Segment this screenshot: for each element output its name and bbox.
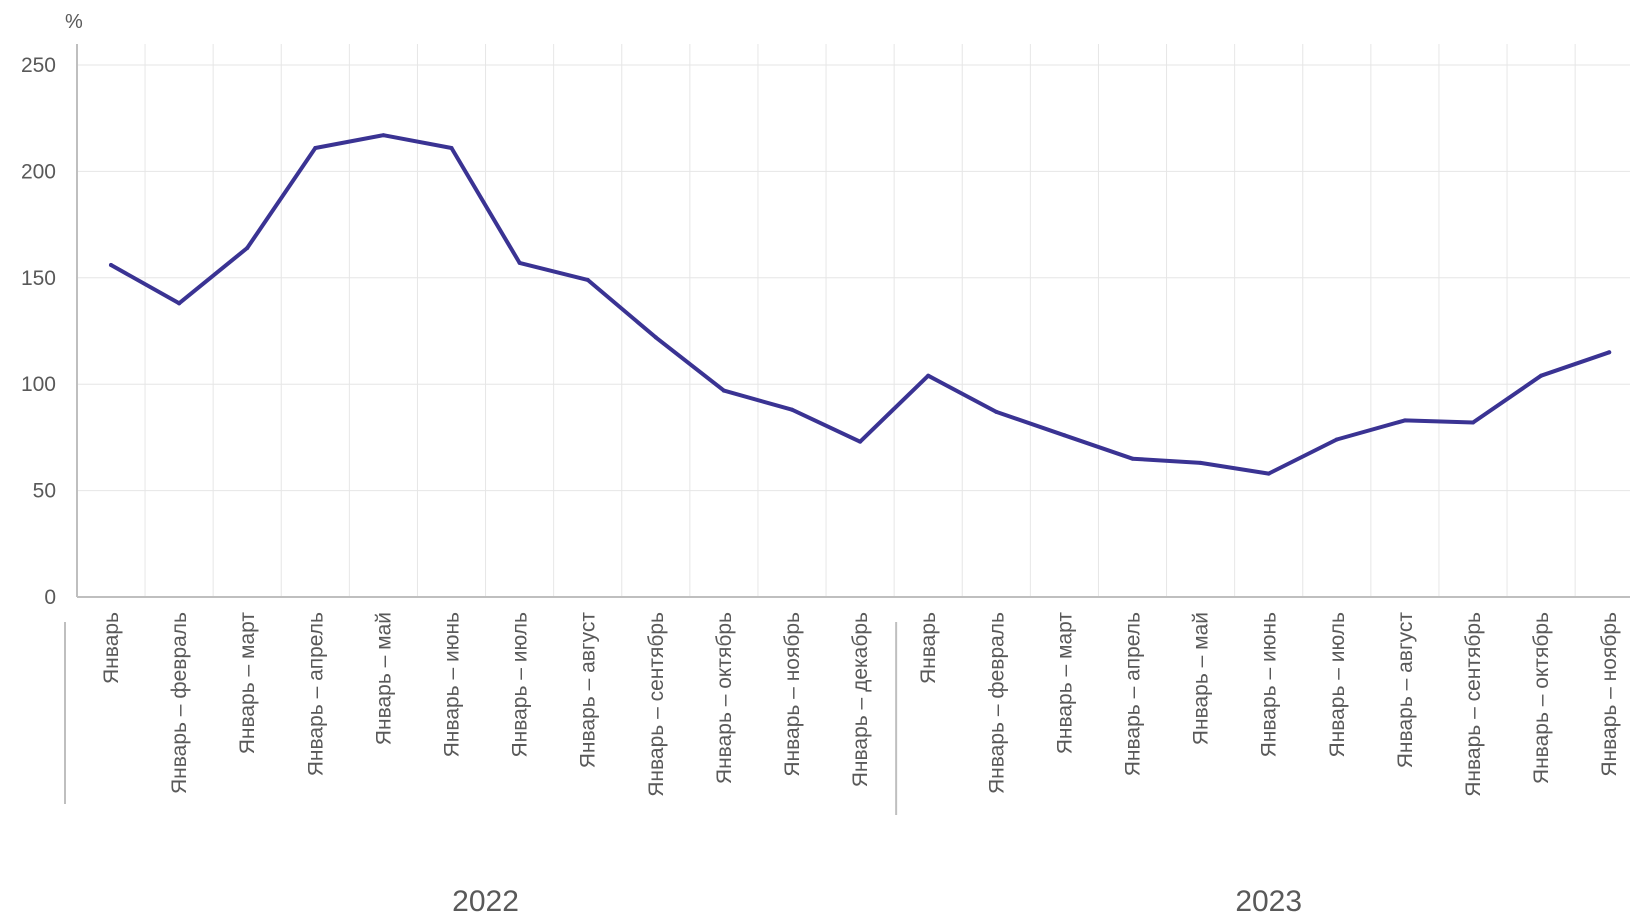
- data-point: [1198, 460, 1203, 465]
- x-tick-label: Январь – сентябрь: [1462, 612, 1485, 797]
- data-point: [177, 301, 182, 306]
- group-label: 2023: [1235, 885, 1302, 915]
- axes: [64, 44, 1630, 815]
- data-point: [1607, 350, 1612, 355]
- data-point: [449, 145, 454, 150]
- x-tick-label: Январь – ноябрь: [781, 612, 804, 777]
- x-tick-label: Январь – октябрь: [713, 612, 736, 784]
- x-tick-label: Январь – апрель: [304, 612, 327, 776]
- y-axis-unit-label: %: [65, 11, 83, 33]
- x-tick-label: Январь – февраль: [168, 612, 191, 794]
- x-tick-label: Январь – июль: [1326, 612, 1349, 758]
- x-tick-label: Январь: [917, 612, 940, 684]
- y-axis-ticks: 0 50 100 150 200 250: [21, 54, 56, 609]
- year-group-labels: 2022 2023: [452, 885, 1302, 915]
- data-point: [1130, 456, 1135, 461]
- y-tick-label: 50: [33, 480, 56, 503]
- y-tick-label: 250: [21, 54, 56, 77]
- data-point: [1266, 471, 1271, 476]
- data-point: [313, 145, 318, 150]
- x-tick-label: Январь – март: [236, 612, 259, 755]
- data-point: [585, 277, 590, 282]
- data-point: [517, 260, 522, 265]
- x-tick-label: Январь – декабрь: [849, 612, 872, 787]
- data-point: [1334, 437, 1339, 442]
- x-tick-label: Январь – ноябрь: [1598, 612, 1621, 777]
- data-point: [994, 409, 999, 414]
- data-point: [381, 133, 386, 138]
- x-tick-label: Январь – май: [372, 612, 395, 745]
- x-tick-label: Январь: [100, 612, 123, 684]
- x-tick-label: Январь – июнь: [1258, 612, 1281, 757]
- x-tick-label: Январь – сентябрь: [645, 612, 668, 797]
- x-tick-label: Январь – август: [1394, 612, 1417, 769]
- data-point: [1062, 433, 1067, 438]
- data-point: [1539, 373, 1544, 378]
- data-point: [926, 373, 931, 378]
- data-point: [790, 407, 794, 412]
- x-tick-label: Январь – март: [1053, 612, 1076, 755]
- x-tick-label: Январь – июнь: [441, 612, 464, 757]
- x-tick-label: Январь – октябрь: [1530, 612, 1553, 784]
- data-point: [653, 335, 658, 340]
- y-tick-label: 100: [21, 373, 56, 396]
- series-group: [109, 133, 1612, 476]
- series-line: [109, 133, 1612, 476]
- x-tick-label: Январь – май: [1190, 612, 1213, 745]
- data-point: [1402, 418, 1407, 423]
- x-tick-label: Январь – апрель: [1122, 612, 1145, 776]
- x-tick-label: Январь – февраль: [985, 612, 1008, 794]
- y-tick-label: 0: [44, 586, 56, 609]
- data-point: [1471, 420, 1475, 425]
- data-point: [109, 263, 113, 268]
- gridlines: [77, 44, 1630, 597]
- group-label: 2022: [452, 885, 519, 915]
- data-point: [858, 439, 863, 444]
- y-tick-label: 200: [21, 160, 56, 183]
- x-axis-labels: Январь Январь – февраль Январь – март Январ…: [100, 612, 1621, 797]
- data-point: [245, 246, 250, 251]
- y-tick-label: 150: [21, 267, 56, 290]
- x-tick-label: Январь – август: [577, 612, 600, 769]
- x-tick-label: Январь – июль: [509, 612, 532, 758]
- data-point: [721, 388, 726, 393]
